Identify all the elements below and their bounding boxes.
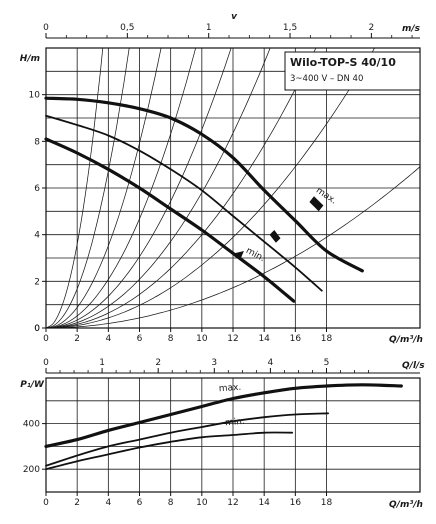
speed-marker-0	[309, 196, 324, 212]
y-axis-title: H/m	[20, 54, 40, 64]
series-line-0	[44, 383, 403, 448]
y-tick-label: 400	[23, 420, 40, 430]
top-axis-label: v	[231, 12, 238, 22]
x-axis-title: Q/m³/h	[389, 335, 423, 345]
system-curve	[46, 48, 375, 328]
y-tick-label: 10	[29, 91, 41, 101]
system-curve	[46, 48, 271, 328]
series-line-1	[45, 412, 329, 467]
series-line-2	[44, 137, 296, 303]
top-axis-tick-label: 1	[99, 358, 105, 368]
series-annotation: min.	[225, 417, 246, 429]
chart-title: Wilo-TOP-S 40/10	[290, 56, 396, 69]
system-curve	[46, 48, 232, 328]
series-line-2	[45, 431, 294, 471]
top-axis-tick-label: 0	[43, 23, 49, 33]
x-tick-label: 8	[168, 334, 174, 344]
top-axis-tick-label: 2	[369, 23, 375, 33]
y-axis-title: P₁/W	[20, 380, 45, 390]
x-tick-label: 14	[258, 498, 270, 508]
system-curve	[46, 48, 197, 328]
top-axis-tick-label: 0	[43, 358, 49, 368]
head-chart: 0246810121416180246810000,511,522,533,54…	[20, 12, 423, 345]
x-tick-label: 18	[321, 498, 333, 508]
y-tick-label: 200	[23, 465, 40, 475]
top-axis-tick-label: 1,5	[283, 23, 297, 33]
x-tick-label: 0	[43, 498, 49, 508]
system-curve	[46, 48, 162, 328]
x-tick-label: 2	[74, 334, 80, 344]
x-tick-label: 0	[43, 334, 49, 344]
y-tick-label: 0	[34, 324, 40, 334]
x-tick-label: 16	[290, 334, 302, 344]
series-line-1	[45, 114, 323, 292]
y-tick-label: 8	[34, 137, 40, 147]
x-tick-label: 6	[137, 334, 143, 344]
title-box	[284, 51, 421, 91]
top-axis-tick-label: 0,5	[120, 23, 134, 33]
top-axis-label: Q/l/s	[402, 361, 425, 371]
x-tick-label: 8	[168, 498, 174, 508]
speed-marker-1	[269, 230, 281, 243]
y-tick-label: 6	[34, 184, 40, 194]
x-tick-label: 12	[227, 498, 238, 508]
x-tick-label: 18	[321, 334, 333, 344]
x-tick-label: 6	[137, 498, 143, 508]
x-tick-label: 10	[196, 498, 208, 508]
x-tick-label: 2	[74, 498, 80, 508]
speed-marker-2	[234, 251, 244, 261]
chart-subtitle: 3~400 V – DN 40	[290, 74, 363, 84]
x-tick-label: 4	[105, 498, 111, 508]
x-tick-label: 4	[105, 334, 111, 344]
y-tick-label: 4	[34, 231, 40, 241]
series-annotation: min.	[244, 246, 266, 264]
system-curves	[46, 48, 420, 328]
system-curve	[46, 48, 317, 328]
top-axis-tick-label: 3	[211, 358, 217, 368]
top-axis-tick-label: 5	[324, 358, 330, 368]
series-annotation: max.	[218, 383, 241, 395]
top-axis-tick-label: 4	[268, 358, 274, 368]
top-axis-unit: m/s	[402, 24, 421, 34]
x-axis-title: Q/m³/h	[389, 500, 423, 510]
series-line-0	[44, 96, 364, 273]
top-axis-tick-label: 2	[155, 358, 161, 368]
x-tick-label: 10	[196, 334, 208, 344]
y-tick-label: 0	[34, 324, 40, 334]
system-curve	[46, 166, 420, 328]
x-tick-label: 16	[290, 498, 302, 508]
x-tick-label: 14	[258, 334, 270, 344]
top-axis-tick-label: 1	[206, 23, 212, 33]
x-tick-label: 12	[227, 334, 238, 344]
y-tick-label: 2	[34, 277, 40, 287]
